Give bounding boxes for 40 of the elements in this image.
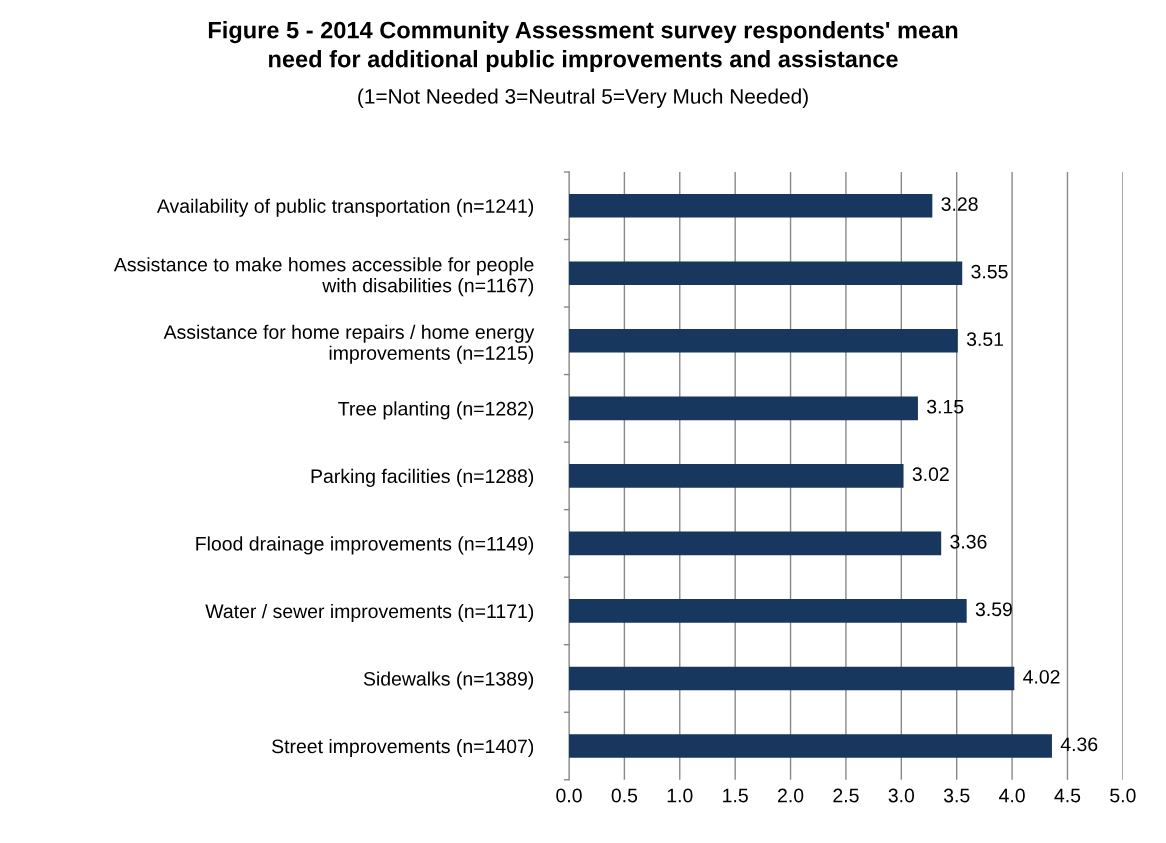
data-label: 3.55 <box>971 264 1008 279</box>
bar <box>569 193 933 218</box>
bar <box>569 261 963 286</box>
x-tick-label: 3.5 <box>943 788 970 803</box>
data-label: 3.36 <box>950 534 987 549</box>
data-label: 4.02 <box>1023 669 1060 684</box>
bar <box>569 464 904 488</box>
data-label: 3.02 <box>912 467 949 482</box>
x-tick-label: 4.5 <box>1054 788 1081 803</box>
data-label: 4.36 <box>1060 737 1098 752</box>
chart-subtitle: (1=Not Needed 3=Neutral 5=Very Much Needed) <box>358 88 808 108</box>
x-tick-label: 5.0 <box>1110 788 1136 803</box>
y-tick-label: Assistance for home repairs / home energy improvements (n=1215) <box>163 324 535 364</box>
x-tick-label: 1.0 <box>667 788 693 803</box>
y-tick-label: Flood drainage improvements (n=1149) <box>196 536 534 555</box>
y-tick-label: Availability of public transportation (n=1241) <box>156 198 534 217</box>
x-tick-label: 2.5 <box>833 788 859 803</box>
x-tick-label: 4.0 <box>999 788 1025 803</box>
bar <box>569 396 918 421</box>
bar <box>569 328 958 353</box>
x-tick-label: 1.5 <box>723 788 748 803</box>
bar <box>569 531 942 556</box>
y-tick-label: Sidewalks (n=1389) <box>363 671 534 690</box>
data-label: 3.28 <box>941 197 978 211</box>
bar <box>569 666 1015 691</box>
data-label: 3.51 <box>966 332 1004 347</box>
y-tick-label: Street improvements (n=1407) <box>272 738 534 758</box>
data-label: 3.15 <box>927 399 964 414</box>
y-tick-label: Tree planting (n=1282) <box>338 401 534 420</box>
x-tick-label: 0.0 <box>556 788 582 803</box>
y-tick-label: Water / sewer improvements (n=1171) <box>205 603 534 623</box>
x-tick-label: 0.5 <box>611 788 638 803</box>
x-tick-label: 2.0 <box>778 788 804 803</box>
bar <box>569 734 1052 758</box>
chart-title: Figure 5 - 2014 Community Assessment survey respondents' mean need for additional public improvements and assistance <box>208 21 958 73</box>
data-label: 3.59 <box>975 602 1012 617</box>
x-tick-label: 3.0 <box>888 788 915 803</box>
bar <box>569 599 967 623</box>
y-tick-label: Parking facilities (n=1288) <box>311 468 534 487</box>
y-tick-label: Assistance to make homes accessible for people with disabilities (n=1167) <box>113 257 534 297</box>
